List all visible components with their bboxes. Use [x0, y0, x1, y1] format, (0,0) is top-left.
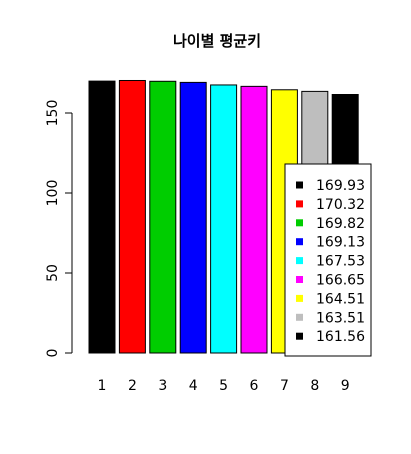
x-tick-label: 2 — [128, 378, 137, 394]
legend-label: 166.65 — [316, 273, 365, 289]
legend-label: 170.32 — [316, 197, 365, 213]
legend: 169.93 170.32 169.82 169.13 167.53 166.65 164.… — [284, 163, 372, 357]
x-tick-label: 4 — [189, 378, 198, 394]
legend-label: 164.51 — [316, 291, 365, 307]
legend-swatch — [296, 200, 303, 208]
legend-swatch — [296, 294, 303, 302]
legend-label: 169.13 — [316, 235, 365, 251]
x-tick-label: 9 — [341, 378, 350, 394]
x-tick-label: 7 — [280, 378, 289, 394]
legend-label: 169.93 — [316, 178, 365, 194]
bar — [88, 80, 116, 354]
chart-title: 나이별 평균키 — [173, 32, 261, 50]
x-tick-label: 6 — [250, 378, 259, 394]
x-axis-labels: 1 2 3 4 5 6 7 8 9 — [98, 378, 350, 394]
y-tick-label: 0 — [45, 349, 61, 358]
bar — [210, 84, 238, 354]
bar — [118, 79, 146, 354]
x-tick-label: 1 — [98, 378, 107, 394]
legend-label: 163.51 — [316, 310, 365, 326]
x-tick-label: 8 — [310, 378, 319, 394]
legend-label: 167.53 — [316, 254, 365, 270]
y-tick-label: 100 — [45, 180, 61, 207]
bar — [240, 85, 268, 354]
legend-swatch — [296, 313, 303, 321]
legend-swatch — [296, 219, 303, 227]
bar — [179, 81, 207, 354]
legend-swatch — [296, 238, 303, 246]
legend-swatch — [296, 181, 303, 189]
legend-label: 161.56 — [316, 329, 365, 345]
x-tick-label: 3 — [158, 378, 167, 394]
y-tick-label: 150 — [45, 100, 61, 127]
x-tick-label: 5 — [219, 378, 228, 394]
y-tick-label: 50 — [45, 264, 61, 282]
legend-swatch — [296, 332, 303, 340]
legend-swatch — [296, 276, 303, 283]
bar — [149, 80, 177, 354]
y-axis: 0 50 100 150 — [45, 100, 73, 358]
legend-swatch — [296, 257, 303, 265]
legend-label: 169.82 — [316, 216, 365, 232]
